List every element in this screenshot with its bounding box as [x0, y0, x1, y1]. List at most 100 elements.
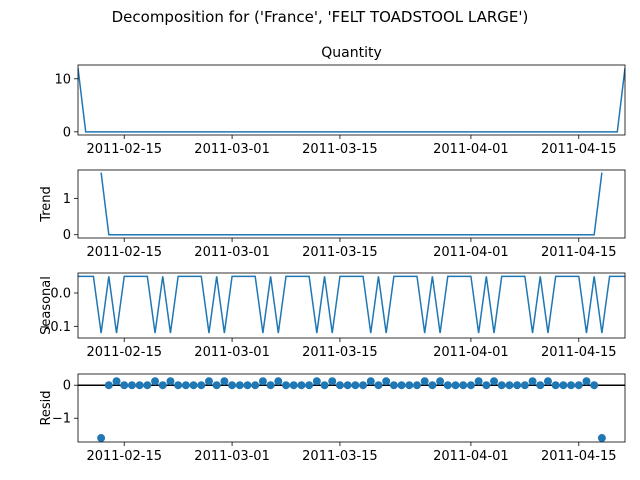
resid-point	[258, 377, 267, 386]
resid-xtick-label: 2011-03-15	[302, 449, 378, 464]
resid-point	[443, 381, 452, 390]
trend-xtick-label: 2011-02-15	[86, 245, 162, 260]
resid-point	[420, 377, 429, 386]
resid-point	[289, 381, 298, 390]
resid-xtick-label: 2011-03-01	[194, 449, 270, 464]
resid-point	[197, 381, 206, 390]
resid-point	[520, 381, 529, 390]
seasonal-xtick-label: 2011-04-01	[433, 345, 509, 360]
observed-xtick-label: 2011-03-01	[194, 142, 270, 157]
resid-xtick-label: 2011-04-01	[433, 449, 509, 464]
observed-ytick-label: 0	[63, 125, 71, 140]
seasonal-xtick-label: 2011-04-15	[541, 345, 617, 360]
resid-xtick-label: 2011-02-15	[86, 449, 162, 464]
seasonal-ylabel: Seasonal	[39, 276, 54, 335]
chart-title: Decomposition for ('France', 'FELT TOADS…	[112, 8, 529, 26]
resid-point	[359, 381, 368, 390]
resid-point	[212, 381, 221, 390]
resid-point	[374, 381, 383, 390]
resid-point	[513, 381, 522, 390]
resid-point	[397, 381, 406, 390]
resid-point	[412, 381, 421, 390]
resid-point	[497, 381, 506, 390]
observed-xtick-label: 2011-04-01	[433, 142, 509, 157]
observed-xtick-label: 2011-04-15	[541, 142, 617, 157]
resid-point	[112, 377, 121, 386]
resid-point	[97, 434, 106, 443]
resid-point	[297, 381, 306, 390]
resid-point	[228, 381, 237, 390]
resid-point	[251, 381, 260, 390]
resid-point	[266, 381, 275, 390]
resid-point	[305, 381, 314, 390]
resid-point	[282, 381, 291, 390]
seasonal-xtick-label: 2011-03-15	[302, 345, 378, 360]
resid-point	[104, 381, 113, 390]
resid-point	[135, 381, 144, 390]
resid-point	[436, 377, 445, 386]
trend-frame	[77, 169, 626, 239]
trend-series-line	[100, 172, 603, 236]
resid-point	[574, 381, 583, 390]
resid-point	[382, 377, 391, 386]
resid-point	[235, 381, 244, 390]
observed-title: Quantity	[321, 45, 382, 61]
resid-point	[174, 381, 183, 390]
resid-point	[158, 381, 167, 390]
trend-xtick-label: 2011-03-15	[302, 245, 378, 260]
seasonal-frame	[77, 272, 626, 339]
resid-point	[597, 434, 606, 443]
seasonal-series-line	[78, 275, 625, 334]
observed-plot-area	[78, 68, 625, 133]
observed-xtick-label: 2011-02-15	[86, 142, 162, 157]
observed-panel: Quantity 0 10 2011-02-15 2011-03-01 2011-03-1…	[54, 45, 626, 157]
seasonal-xtick-label: 2011-02-15	[86, 345, 162, 360]
resid-point	[189, 381, 198, 390]
trend-ytick-label: 1	[63, 192, 71, 207]
resid-panel: Resid−1 0 2011-02-15 2011-03-01 2011-03-15 20…	[39, 373, 626, 464]
resid-point	[204, 377, 213, 386]
resid-point	[505, 381, 514, 390]
resid-point	[320, 381, 329, 390]
resid-ytick-label: 0	[63, 379, 71, 394]
resid-point	[474, 377, 483, 386]
resid-point	[181, 381, 190, 390]
resid-point	[151, 377, 160, 386]
resid-point	[559, 381, 568, 390]
resid-point	[389, 381, 398, 390]
resid-point	[482, 381, 491, 390]
resid-point	[220, 377, 229, 386]
resid-point	[127, 381, 136, 390]
resid-point	[343, 381, 352, 390]
seasonal-ytick-label: −0.1	[39, 320, 71, 335]
resid-point	[490, 377, 499, 386]
trend-plot-area	[100, 172, 603, 236]
seasonal-panel: Seasonal−0.1 0.0 2011-02-15 2011-03-01 2011-…	[39, 272, 626, 360]
observed-frame	[77, 64, 626, 136]
resid-point	[243, 381, 252, 390]
resid-point	[328, 377, 337, 386]
trend-ylabel: Trend	[39, 186, 54, 223]
resid-point	[366, 377, 375, 386]
seasonal-xtick-label: 2011-03-01	[194, 345, 270, 360]
resid-point	[274, 377, 283, 386]
observed-series-line	[78, 68, 625, 133]
resid-point	[143, 381, 152, 390]
resid-point	[335, 381, 344, 390]
resid-point	[405, 381, 414, 390]
resid-point	[312, 377, 321, 386]
trend-xtick-label: 2011-03-01	[194, 245, 270, 260]
resid-xtick-label: 2011-04-15	[541, 449, 617, 464]
resid-point	[551, 381, 560, 390]
resid-point	[567, 381, 576, 390]
trend-xtick-label: 2011-04-15	[541, 245, 617, 260]
trend-panel: Trend 0 1 2011-02-15 2011-03-01 2011-03-15 201…	[39, 169, 626, 260]
resid-point	[451, 381, 460, 390]
seasonal-plot-area	[78, 275, 625, 334]
resid-point	[459, 381, 468, 390]
trend-xtick-label: 2011-04-01	[433, 245, 509, 260]
observed-ytick-label: 10	[54, 72, 71, 87]
trend-ytick-label: 0	[63, 228, 71, 243]
resid-point	[590, 381, 599, 390]
